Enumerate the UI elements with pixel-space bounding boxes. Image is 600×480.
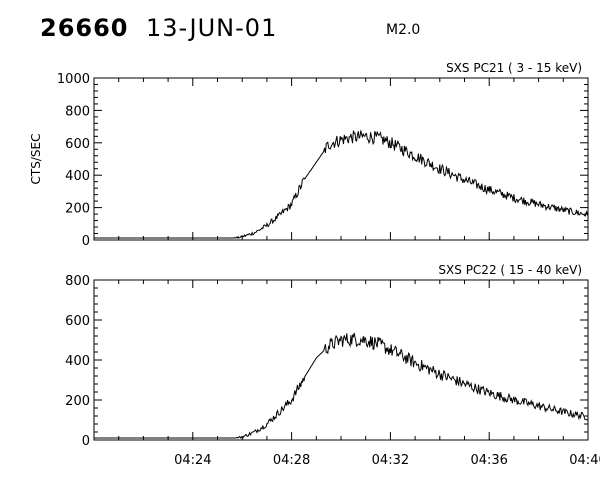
y-tick-label: 800 (65, 274, 90, 289)
event-id: 26660 (40, 14, 129, 42)
plot-frame (93, 279, 589, 441)
flare-class: M2.0 (386, 22, 421, 38)
panel-title: SXS PC22 ( 15 - 40 keV) (438, 263, 582, 277)
x-tick-label: 04:32 (372, 453, 409, 468)
y-tick-label: 800 (65, 104, 90, 119)
series-line (94, 332, 589, 439)
y-tick-label: 600 (65, 314, 90, 329)
y-tick-label: 400 (65, 169, 90, 184)
y-tick-label: 600 (65, 137, 90, 152)
y-tick-label: 200 (65, 394, 90, 409)
series-line (94, 130, 589, 239)
chart-panel-pc22: SXS PC22 ( 15 - 40 keV) 0 200 400 600 800 04:2… (65, 263, 600, 468)
y-tick-label: 200 (65, 202, 90, 217)
panel-title: SXS PC21 ( 3 - 15 keV) (446, 61, 582, 75)
y-tick-label: 400 (65, 354, 90, 369)
x-tick-label: 04:40 (569, 453, 600, 468)
y-tick-label: 0 (82, 234, 90, 249)
y-tick-label: 1000 (57, 72, 90, 87)
x-tick-label: 04:28 (273, 453, 310, 468)
chart-panel-pc21: SXS PC21 ( 3 - 15 keV) CTS/SEC 0 200 400 600 8… (29, 61, 589, 249)
y-tick-label: 0 (82, 434, 90, 449)
x-tick-label: 04:24 (174, 453, 211, 468)
plot-frame (93, 77, 589, 241)
event-date: 13-JUN-01 (146, 14, 278, 42)
y-axis-label: CTS/SEC (29, 134, 43, 185)
x-tick-label: 04:36 (470, 453, 507, 468)
